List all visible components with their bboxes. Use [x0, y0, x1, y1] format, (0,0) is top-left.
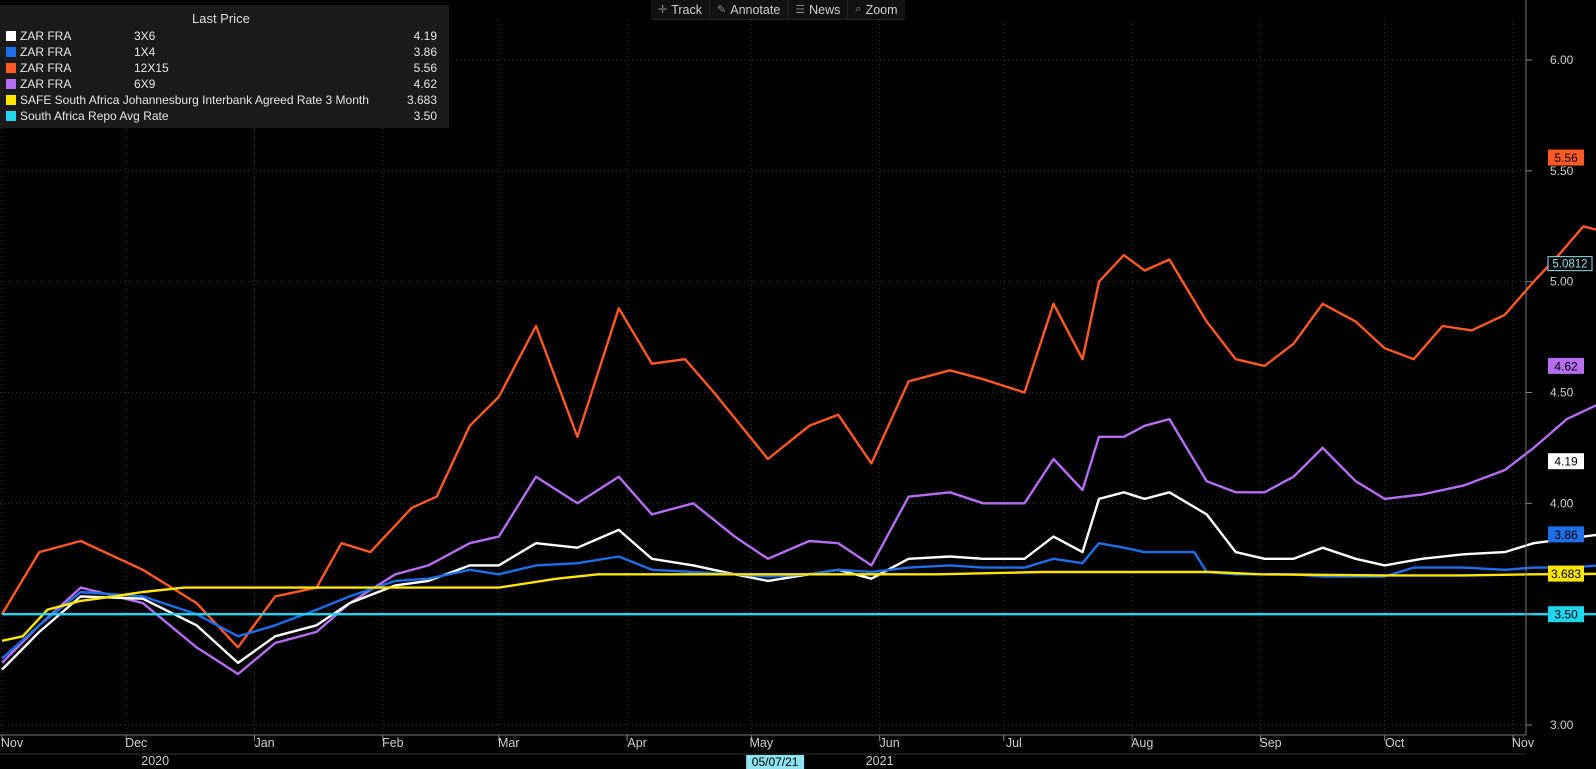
- pencil-icon: ✎: [717, 4, 727, 16]
- y-tick-label: 6.00: [1550, 53, 1574, 67]
- last-value-label: 4.19: [1554, 455, 1578, 469]
- x-tick-label: Jan: [254, 736, 274, 750]
- legend-item[interactable]: ZAR FRA 3X6 4.19: [6, 28, 443, 44]
- last-value-label: 4.62: [1554, 359, 1578, 373]
- legend-swatch: [6, 79, 16, 89]
- x-tick-label: Apr: [627, 736, 646, 750]
- x-tick-label: Feb: [382, 736, 404, 750]
- last-value-box: [1548, 606, 1584, 623]
- y-tick-label: 4.00: [1550, 496, 1574, 510]
- chart-toolbar: ✛ Track ✎ Annotate ☰ News ⌕ Zoom: [651, 0, 905, 20]
- legend-item[interactable]: SAFE South Africa Johannesburg Interbank…: [6, 92, 443, 108]
- x-tick-label: Sep: [1259, 736, 1281, 750]
- cursor-date-box: [746, 755, 805, 769]
- annotate-button[interactable]: ✎ Annotate: [710, 0, 789, 19]
- legend-swatch: [6, 47, 16, 57]
- legend: Last Price ZAR FRA 3X6 4.19 ZAR FRA 1X4 …: [0, 5, 449, 128]
- x-tick-label: Nov: [1512, 736, 1535, 750]
- last-value-box: [1548, 526, 1584, 543]
- legend-swatch: [6, 95, 16, 105]
- y-tick-label: 4.50: [1550, 386, 1574, 400]
- series-line[interactable]: [1, 322, 1596, 676]
- year-label: 2020: [141, 754, 169, 768]
- legend-header: Last Price: [192, 11, 250, 26]
- legend-item[interactable]: ZAR FRA 1X4 3.86: [6, 44, 443, 60]
- last-value-label: 3.86: [1554, 528, 1578, 542]
- last-value-box: [1548, 149, 1584, 166]
- cursor-date-label: 05/07/21: [752, 755, 799, 769]
- legend-item[interactable]: ZAR FRA 12X15 5.56: [6, 60, 443, 76]
- last-value-labels: 5.56 4.62 4.19 3.86 3.683 3.50: [1548, 149, 1584, 623]
- zoom-button[interactable]: ⌕ Zoom: [855, 2, 898, 17]
- last-value-box: [1548, 357, 1584, 374]
- y-tick-label: 5.00: [1550, 275, 1574, 289]
- last-value-label: 3.50: [1554, 608, 1578, 622]
- cursor-value-box: [1547, 256, 1593, 272]
- series-line[interactable]: [0, 60, 1596, 649]
- news-icon: ☰: [795, 4, 806, 16]
- crosshair-icon: ✛: [658, 4, 668, 16]
- legend-item[interactable]: South Africa Repo Avg Rate 3.50: [6, 108, 443, 124]
- y-tick-label: 3.00: [1550, 718, 1574, 732]
- series-lines: [0, 60, 1596, 676]
- magnifier-icon: ⌕: [855, 3, 862, 15]
- x-tick-label: Mar: [498, 736, 520, 750]
- x-tick-label: Aug: [1131, 736, 1153, 750]
- series-line[interactable]: [1, 508, 1596, 660]
- news-button[interactable]: ☰ News: [788, 0, 849, 19]
- y-tick-label: 5.50: [1550, 164, 1574, 178]
- x-tick-label: Oct: [1385, 736, 1405, 750]
- legend-item[interactable]: ZAR FRA 6X9 4.62: [6, 76, 443, 92]
- legend-swatch: [6, 63, 16, 73]
- series-line[interactable]: [1, 570, 1596, 642]
- year-label: 2021: [866, 754, 894, 768]
- last-value-box: [1548, 453, 1584, 470]
- track-button[interactable]: ✛ Track: [651, 0, 711, 19]
- x-tick-label: Jun: [880, 736, 900, 750]
- legend-swatch: [6, 111, 16, 121]
- x-tick-label: Jul: [1006, 736, 1022, 750]
- last-value-label: 3.683: [1551, 567, 1581, 581]
- x-tick-label: May: [749, 736, 773, 750]
- last-value-box: [1548, 565, 1584, 582]
- x-tick-label: Nov: [1, 736, 24, 750]
- cursor-value-label: 5.0812: [1552, 259, 1587, 271]
- series-line[interactable]: [1, 437, 1596, 671]
- legend-swatch: [6, 31, 16, 41]
- last-value-label: 5.56: [1554, 151, 1578, 165]
- x-tick-label: Dec: [125, 736, 147, 750]
